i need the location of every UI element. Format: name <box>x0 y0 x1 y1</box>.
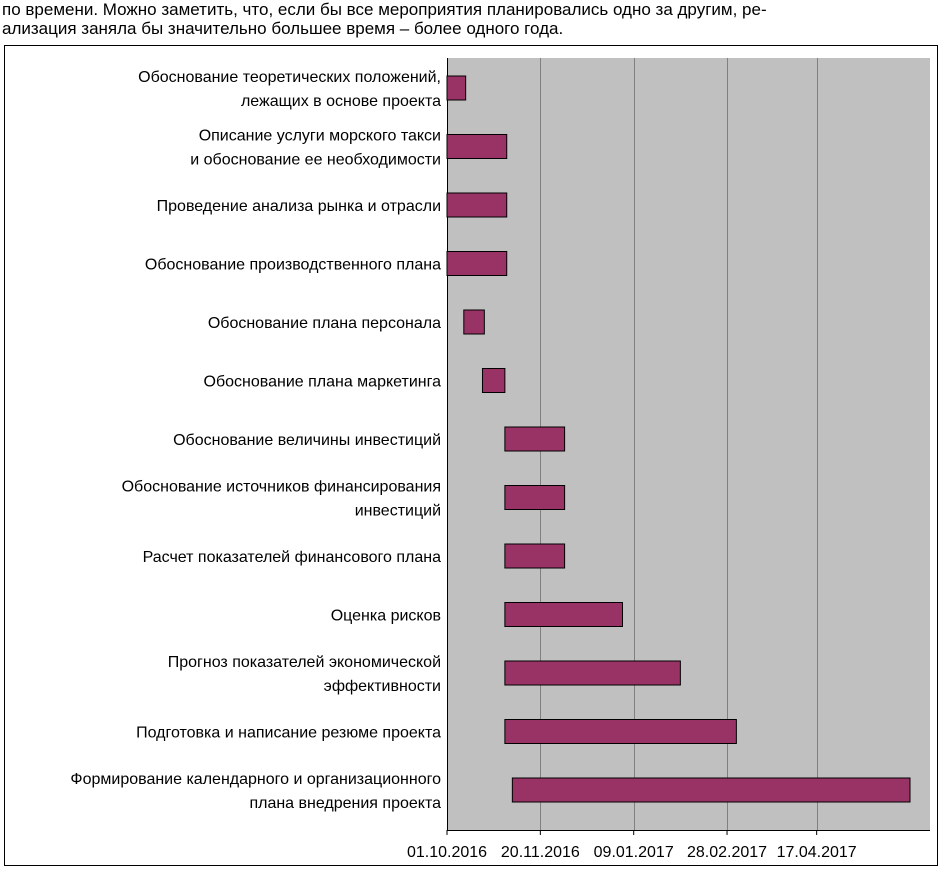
task-label: Расчет показателей финансового плана <box>143 549 442 566</box>
gantt-bar <box>511 777 911 803</box>
task-label: Обоснование производственного плана <box>145 257 441 274</box>
gantt-bar <box>446 134 508 159</box>
x-tick-label: 09.01.2017 <box>594 844 674 861</box>
task-label: лежащих в основе проекта <box>241 93 441 110</box>
gantt-bar <box>446 251 508 276</box>
task-label: Обоснование теоретических положений, <box>138 69 441 86</box>
gantt-bar <box>504 660 681 686</box>
task-label: Формирование календарного и организацион… <box>70 771 441 788</box>
task-label: Обоснование плана персонала <box>208 315 441 332</box>
task-label: плана внедрения проекта <box>249 795 441 812</box>
gantt-bar <box>504 543 566 569</box>
gantt-bar <box>504 426 566 452</box>
x-tick-label: 01.10.2016 <box>407 844 487 861</box>
task-label: Обоснование величины инвестиций <box>173 432 441 449</box>
task-label: Прогноз показателей экономической <box>168 654 441 671</box>
task-label: Обоснование плана маркетинга <box>204 374 442 391</box>
chart-frame <box>4 45 938 866</box>
gantt-bar <box>481 368 506 393</box>
task-label: эффективности <box>324 678 441 695</box>
x-tick-label: 17.04.2017 <box>777 844 857 861</box>
task-label: Оценка рисков <box>331 608 441 625</box>
gantt-bar <box>504 602 623 627</box>
gantt-bar <box>446 192 508 218</box>
gantt-bar <box>504 719 737 744</box>
gantt-bar <box>446 75 467 101</box>
intro-line-2: ализация заняла бы значительно большее в… <box>2 19 564 38</box>
task-label: Обоснование источников финансирования <box>122 479 441 496</box>
task-label: Описание услуги морского такси <box>199 128 441 145</box>
intro-text: по времени. Можно заметить, что, если бы… <box>2 0 942 38</box>
task-label: и обоснование ее необходимости <box>190 152 441 169</box>
gantt-bar <box>463 309 485 335</box>
intro-line-1: по времени. Можно заметить, что, если бы… <box>2 0 767 19</box>
gantt-bar <box>504 485 566 510</box>
task-label: инвестиций <box>355 503 441 520</box>
task-label: Проведение анализа рынка и отрасли <box>157 198 441 215</box>
task-label: Подготовка и написание резюме проекта <box>136 725 441 742</box>
x-tick-label: 20.11.2016 <box>501 844 580 861</box>
x-tick-label: 28.02.2017 <box>687 844 767 861</box>
